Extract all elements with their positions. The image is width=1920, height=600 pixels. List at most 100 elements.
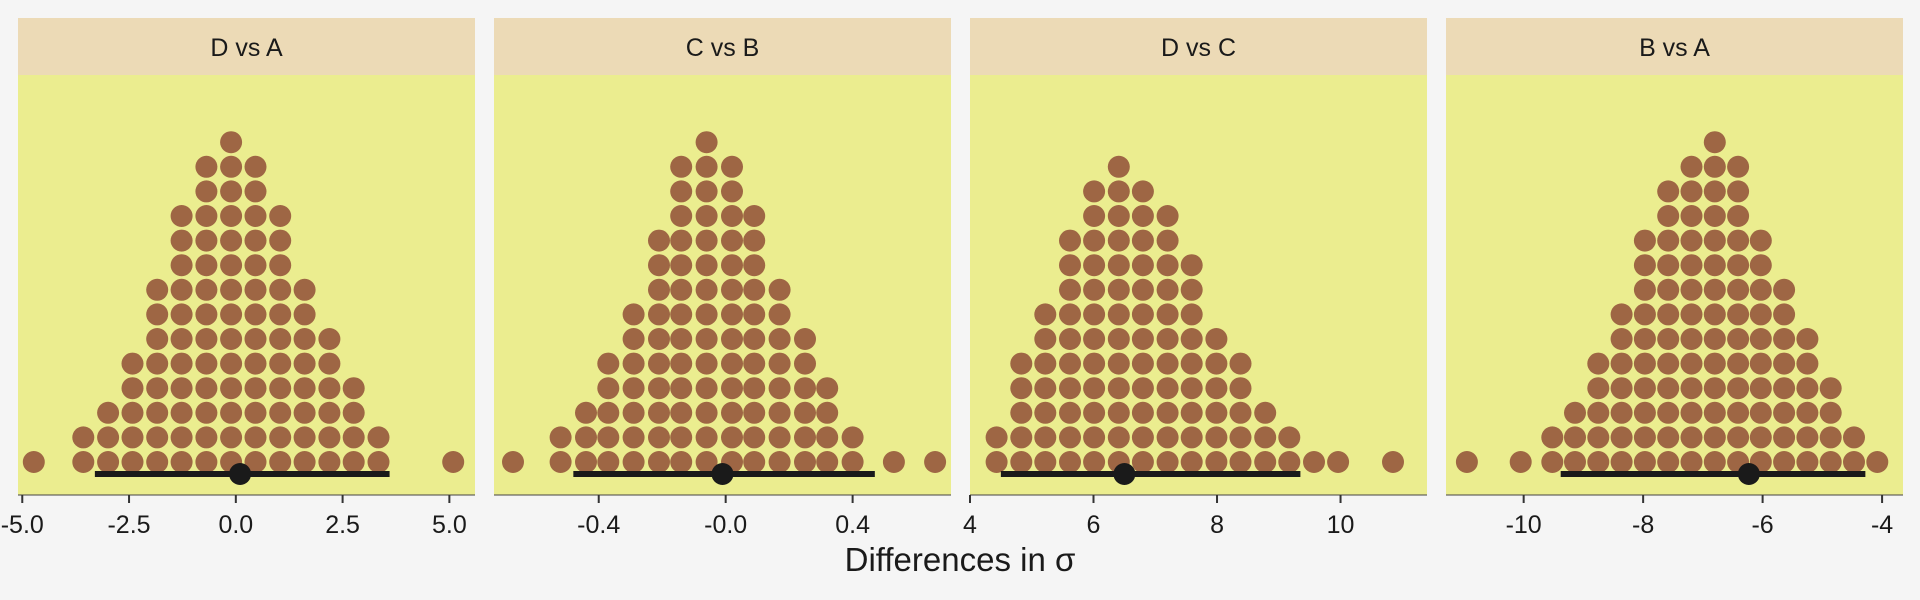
data-dot <box>1866 451 1889 473</box>
data-dot <box>1229 401 1252 424</box>
data-dot <box>1610 328 1633 350</box>
data-dot <box>146 278 169 301</box>
data-dot <box>1131 303 1154 326</box>
data-dot <box>1107 155 1130 178</box>
facet-strip <box>1446 18 1903 75</box>
data-dot <box>1180 352 1203 375</box>
data-dot <box>768 426 791 449</box>
data-dot <box>1034 352 1057 375</box>
data-dot <box>721 377 743 400</box>
data-dot <box>622 303 645 326</box>
data-dot <box>1703 377 1726 400</box>
data-dot <box>1156 229 1179 252</box>
data-dot <box>195 352 218 375</box>
data-dot <box>1156 426 1179 449</box>
data-dot <box>743 377 766 400</box>
x-axis-label: Differences in σ <box>845 541 1076 578</box>
data-dot <box>1796 401 1819 424</box>
data-dot <box>1796 426 1819 449</box>
data-dot <box>170 451 193 473</box>
data-dot <box>269 303 292 326</box>
data-dot <box>170 254 193 277</box>
data-dot <box>721 303 743 326</box>
data-dot <box>670 303 693 326</box>
data-dot <box>1278 426 1301 449</box>
x-tick-label: -4 <box>1871 511 1893 539</box>
data-dot <box>1131 278 1154 301</box>
data-dot <box>1107 328 1130 350</box>
data-dot <box>146 451 169 473</box>
data-dot <box>1107 352 1130 375</box>
data-dot <box>695 451 718 473</box>
data-dot <box>721 205 743 227</box>
data-dot <box>195 278 218 301</box>
data-dot <box>695 254 718 277</box>
data-dot <box>1727 352 1750 375</box>
data-dot <box>146 352 169 375</box>
data-dot <box>1657 451 1680 473</box>
data-dot <box>1131 401 1154 424</box>
x-tick-label: 10 <box>1327 511 1355 539</box>
facet-title: D vs C <box>1161 34 1236 62</box>
data-dot <box>1205 451 1228 473</box>
data-dot <box>1205 377 1228 400</box>
data-dot <box>121 401 144 424</box>
data-dot <box>794 352 816 375</box>
data-dot <box>195 229 218 252</box>
data-dot <box>1796 328 1819 350</box>
data-dot <box>1843 426 1865 449</box>
data-dot <box>1727 180 1750 203</box>
data-dot <box>622 401 645 424</box>
data-dot <box>1773 451 1796 473</box>
data-dot <box>22 451 45 473</box>
data-dot <box>670 278 693 301</box>
data-dot <box>768 303 791 326</box>
data-dot <box>1156 303 1179 326</box>
data-dot <box>743 254 766 277</box>
data-dot <box>1633 352 1656 375</box>
data-dot <box>1773 352 1796 375</box>
data-dot <box>293 352 316 375</box>
data-dot <box>721 229 743 252</box>
data-dot <box>1083 303 1106 326</box>
data-dot <box>1749 303 1772 326</box>
x-tick-label: 2.5 <box>325 511 360 539</box>
data-dot <box>695 426 718 449</box>
data-dot <box>318 401 341 424</box>
dot-stack <box>985 155 1404 473</box>
data-dot <box>1773 278 1796 301</box>
data-dot <box>1843 451 1865 473</box>
data-dot <box>1107 303 1130 326</box>
data-dot <box>816 426 839 449</box>
point-estimate <box>1737 463 1760 485</box>
data-dot <box>721 328 743 350</box>
data-dot <box>1587 352 1610 375</box>
data-dot <box>622 352 645 375</box>
data-dot <box>244 229 267 252</box>
data-dot <box>146 426 169 449</box>
data-dot <box>220 254 243 277</box>
data-dot <box>367 451 390 473</box>
data-dot <box>1156 451 1179 473</box>
data-dot <box>1749 401 1772 424</box>
data-dot <box>721 254 743 277</box>
data-dot <box>841 426 864 449</box>
data-dot <box>170 426 193 449</box>
x-tick-label: -6 <box>1751 511 1773 539</box>
data-dot <box>1657 377 1680 400</box>
data-dot <box>1107 229 1130 252</box>
facet-strip <box>494 18 951 75</box>
data-dot <box>1083 328 1106 350</box>
data-dot <box>1680 155 1703 178</box>
data-dot <box>1034 426 1057 449</box>
data-dot <box>648 426 670 449</box>
facet-panel: C vs B -0.4 -0.0 0.4 <box>494 18 951 539</box>
data-dot <box>1680 278 1703 301</box>
data-dot <box>721 155 743 178</box>
data-dot <box>1083 205 1106 227</box>
data-dot <box>882 451 905 473</box>
data-dot <box>648 303 670 326</box>
data-dot <box>794 426 816 449</box>
data-dot <box>1703 278 1726 301</box>
data-dot <box>1657 328 1680 350</box>
